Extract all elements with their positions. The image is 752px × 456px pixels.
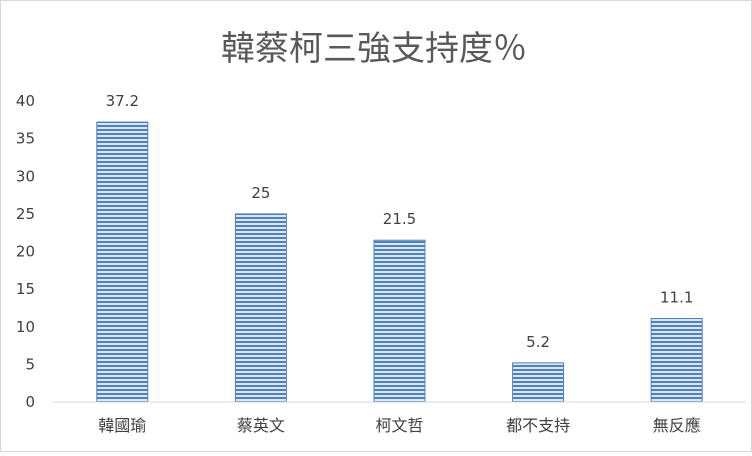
category-label: 都不支持 — [506, 416, 570, 435]
y-tick-label: 40 — [16, 92, 35, 110]
category-label: 韓國瑜 — [98, 416, 146, 435]
y-tick-label: 35 — [16, 130, 35, 148]
bar — [512, 362, 565, 403]
category-label: 蔡英文 — [237, 416, 285, 435]
y-tick-label: 30 — [16, 167, 35, 185]
category-label: 柯文哲 — [375, 416, 423, 435]
chart-title: 韓蔡柯三強支持度％ — [221, 29, 527, 69]
bar — [650, 317, 703, 403]
bar — [234, 213, 287, 403]
data-label: 25 — [251, 184, 270, 202]
y-tick-label: 5 — [25, 355, 35, 373]
bar — [373, 239, 426, 403]
y-tick-label: 25 — [16, 205, 35, 223]
category-label: 無反應 — [653, 416, 701, 435]
y-tick-label: 0 — [25, 393, 35, 411]
y-tick-label: 15 — [16, 280, 35, 298]
data-label: 21.5 — [383, 210, 416, 228]
bar — [96, 121, 149, 403]
data-label: 37.2 — [106, 92, 139, 110]
data-label: 11.1 — [660, 288, 693, 306]
y-tick-label: 20 — [16, 243, 35, 261]
y-tick-label: 10 — [16, 318, 35, 336]
data-label: 5.2 — [526, 333, 550, 351]
